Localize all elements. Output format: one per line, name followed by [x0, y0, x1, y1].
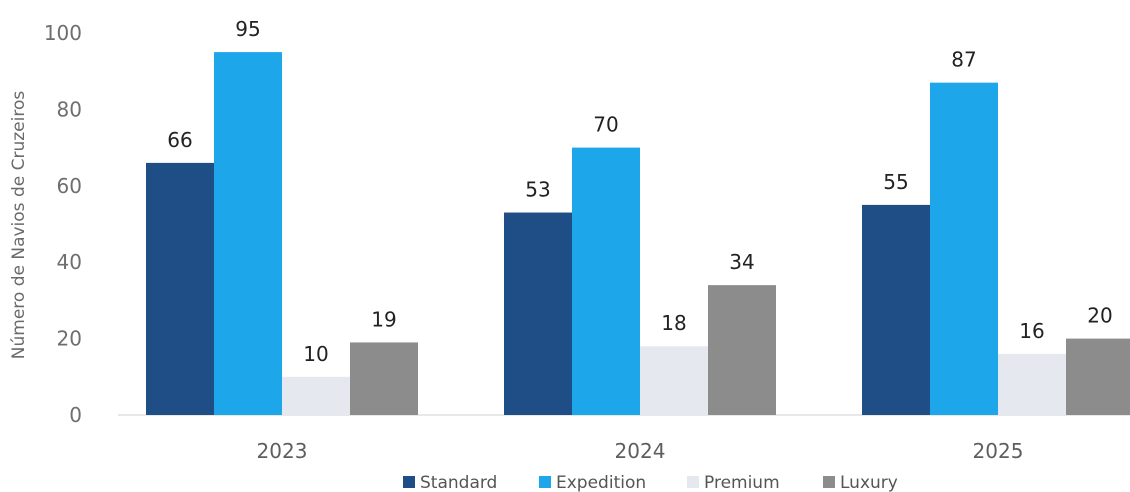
y-axis-title: Número de Navios de Cruzeiros — [9, 91, 29, 360]
bar-expedition-2024 — [572, 147, 640, 415]
data-label-standard-2025: 55 — [883, 170, 908, 194]
bar-group-2024: 53 70 18 34 — [504, 113, 776, 415]
bar-expedition-2025 — [930, 82, 998, 415]
x-axis: 2023 2024 2025 — [257, 439, 1024, 463]
legend: Standard Expedition Premium Luxury — [403, 473, 898, 492]
y-tick-label: 0 — [69, 403, 82, 427]
legend-label: Luxury — [840, 473, 898, 492]
legend-swatch — [403, 476, 415, 488]
y-tick-label: 20 — [57, 327, 82, 351]
legend-swatch — [823, 476, 835, 488]
legend-swatch — [539, 476, 551, 488]
bar-luxury-2023 — [350, 342, 418, 415]
y-tick-label: 60 — [57, 174, 82, 198]
legend-item-luxury: Luxury — [823, 473, 898, 492]
x-tick-label: 2024 — [615, 439, 666, 463]
bar-premium-2023 — [282, 376, 350, 415]
legend-swatch — [687, 476, 699, 488]
bar-standard-2023 — [146, 162, 214, 415]
bar-group-2023: 66 95 10 19 — [146, 17, 418, 415]
data-label-premium-2024: 18 — [661, 311, 686, 335]
data-label-standard-2023: 66 — [167, 128, 192, 152]
data-label-luxury-2023: 19 — [371, 307, 396, 331]
y-axis: 0 20 40 60 80 100 — [44, 21, 82, 427]
bar-premium-2024 — [640, 346, 708, 415]
data-label-premium-2025: 16 — [1019, 319, 1044, 343]
data-label-premium-2023: 10 — [303, 342, 328, 366]
y-tick-label: 100 — [44, 21, 82, 45]
x-tick-label: 2025 — [973, 439, 1024, 463]
legend-item-premium: Premium — [687, 473, 780, 492]
data-label-expedition-2025: 87 — [951, 48, 976, 72]
bar-group-2025: 55 87 16 20 — [862, 48, 1130, 415]
bar-luxury-2024 — [708, 285, 776, 415]
y-tick-label: 80 — [57, 97, 82, 121]
bar-standard-2024 — [504, 212, 572, 415]
bar-standard-2025 — [862, 204, 930, 415]
data-label-expedition-2024: 70 — [593, 113, 618, 137]
bar-premium-2025 — [998, 353, 1066, 415]
y-tick-label: 40 — [57, 250, 82, 274]
data-label-expedition-2023: 95 — [235, 17, 260, 41]
x-tick-label: 2023 — [257, 439, 308, 463]
bar-expedition-2023 — [214, 52, 282, 415]
bars: 66 95 10 19 53 70 18 34 55 87 16 20 — [146, 17, 1130, 415]
data-label-luxury-2024: 34 — [729, 250, 754, 274]
data-label-luxury-2025: 20 — [1087, 304, 1112, 328]
legend-label: Premium — [704, 473, 780, 492]
legend-label: Standard — [420, 473, 497, 492]
legend-label: Expedition — [556, 473, 646, 492]
legend-item-standard: Standard — [403, 473, 497, 492]
bar-luxury-2025 — [1066, 338, 1130, 415]
legend-item-expedition: Expedition — [539, 473, 646, 492]
data-label-standard-2024: 53 — [525, 178, 550, 202]
